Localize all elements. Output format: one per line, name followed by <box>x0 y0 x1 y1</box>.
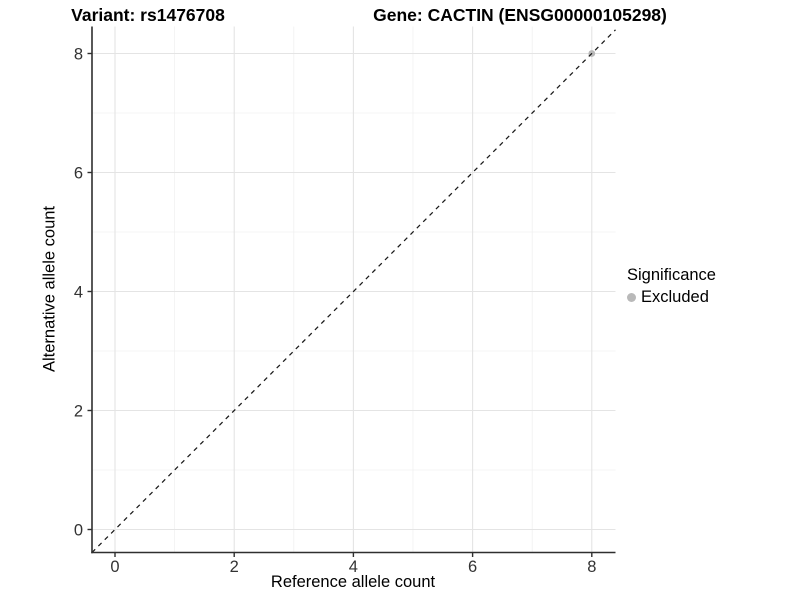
x-tick-label: 2 <box>230 558 239 576</box>
x-tick-label: 0 <box>110 558 119 576</box>
x-tick-label: 8 <box>587 558 596 576</box>
legend-title: Significance <box>627 266 716 284</box>
legend-key-dot <box>627 293 636 302</box>
x-axis-title: Reference allele count <box>270 573 436 591</box>
y-axis-title: Alternative allele count <box>40 205 59 373</box>
x-tick-label: 6 <box>468 558 477 576</box>
y-tick-label: 2 <box>74 403 83 421</box>
identity-reference-line <box>91 29 616 553</box>
x-tick-label: 4 <box>349 558 358 576</box>
legend-item-excluded: Excluded <box>627 288 716 307</box>
y-tick-label: 8 <box>74 46 83 64</box>
y-tick-label: 4 <box>74 284 83 302</box>
plot-title-variant: Variant: rs1476708 <box>71 5 225 25</box>
plot-title-gene: Gene: CACTIN (ENSG00000105298) <box>373 5 667 25</box>
legend-item-label: Excluded <box>641 288 709 306</box>
y-tick-label: 6 <box>74 165 83 183</box>
y-tick-label: 0 <box>74 522 83 540</box>
legend: Significance Excluded <box>627 266 716 307</box>
